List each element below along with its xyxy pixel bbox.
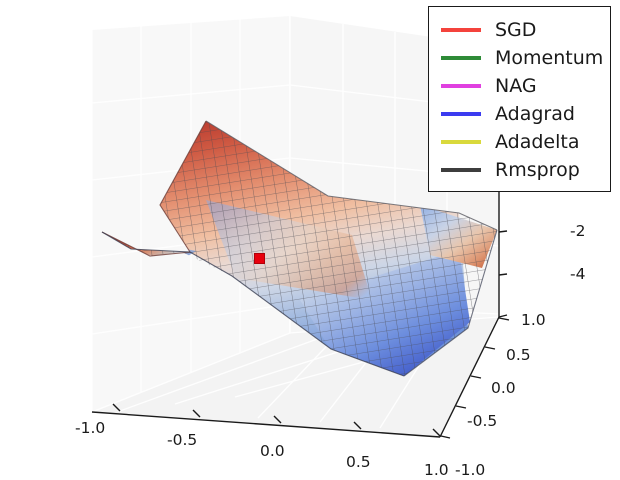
legend-entry-nag[interactable]: NAG [441, 72, 600, 100]
legend-entry-momentum[interactable]: Momentum [441, 44, 604, 72]
legend-label-nag: NAG [495, 74, 537, 97]
legend-line-momentum [441, 56, 481, 60]
legend-label-momentum: Momentum [495, 46, 604, 69]
y-tick-label: -1.0 [455, 461, 486, 479]
x-tick-label: 0.5 [346, 453, 371, 471]
legend-line-nag [441, 84, 481, 88]
start-point-marker [254, 253, 265, 264]
z-tick-label: -2 [570, 222, 586, 240]
legend-line-adagrad [441, 112, 481, 116]
x-tick-label: -1.0 [75, 419, 106, 437]
legend-line-sgd [441, 28, 481, 32]
z-tick-label: -4 [570, 265, 586, 283]
legend-entry-adagrad[interactable]: Adagrad [441, 100, 600, 128]
legend-line-adadelta [441, 140, 481, 144]
y-tick-label: 1.0 [521, 311, 546, 329]
legend-label-rmsprop: Rmsprop [495, 158, 580, 181]
legend-label-adadelta: Adadelta [495, 130, 580, 153]
y-tick-label: 0.5 [506, 346, 531, 364]
legend-entry-adadelta[interactable]: Adadelta [441, 128, 600, 156]
x-tick-label: 1.0 [424, 461, 449, 479]
x-tick-label: 0.0 [260, 442, 285, 460]
legend-box[interactable]: SGD Momentum NAG Adagrad Adadelta Rmspro… [428, 6, 611, 192]
legend-label-adagrad: Adagrad [495, 102, 575, 125]
x-tick-label: -0.5 [167, 431, 198, 449]
y-tick-label: 0.0 [491, 379, 516, 397]
legend-label-sgd: SGD [495, 18, 537, 41]
legend-entry-rmsprop[interactable]: Rmsprop [441, 156, 600, 184]
y-tick-label: -0.5 [467, 412, 498, 430]
legend-entry-sgd[interactable]: SGD [441, 16, 600, 44]
legend-line-rmsprop [441, 168, 481, 172]
